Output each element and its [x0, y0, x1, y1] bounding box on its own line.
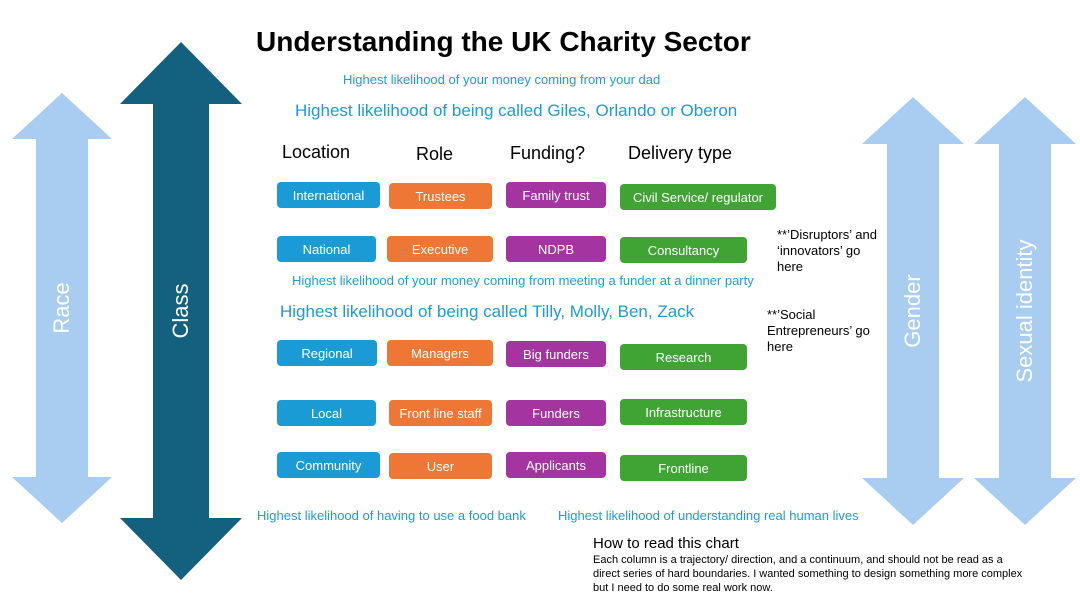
role-box-executive: Executive [387, 236, 493, 262]
role-box-managers: Managers [387, 340, 493, 366]
race-arrow-label: Race [49, 282, 74, 334]
delivery-box-research: Research [620, 344, 747, 370]
note-tilly: Highest likelihood of being called Tilly… [280, 302, 695, 321]
sexual-identity-arrow [974, 97, 1076, 525]
note-money-from-dad: Highest likelihood of your money coming … [343, 72, 661, 87]
funding-box-family-trust: Family trust [506, 182, 606, 208]
column-header-role: Role [416, 144, 454, 164]
side-note-social-entrepreneurs: **’Social Entrepreneurs’ go here [767, 307, 870, 354]
side-note-disruptors: **’Disruptors’ and ‘innovators’ go here [777, 227, 877, 274]
gender-arrow [862, 97, 964, 525]
note-food-bank: Highest likelihood of having to use a fo… [257, 508, 526, 523]
role-box-front-line-staff: Front line staff [389, 400, 492, 426]
race-arrow [12, 93, 112, 523]
funding-box-applicants: Applicants [506, 452, 606, 478]
column-header-funding: Funding? [510, 143, 586, 163]
funding-box-ndpb: NDPB [506, 236, 606, 262]
chart-title: Understanding the UK Charity Sector [256, 26, 751, 57]
role-box-user: User [389, 453, 492, 479]
location-box-community: Community [277, 452, 380, 478]
column-header-location: Location [282, 142, 351, 162]
note-dinner-party: Highest likelihood of your money coming … [292, 273, 754, 288]
funding-box-big-funders: Big funders [506, 341, 606, 367]
location-box-international: International [277, 182, 380, 208]
sexual-identity-arrow-label: Sexual identity [1012, 239, 1037, 383]
how-to-body: Each column is a trajectory/ direction, … [593, 554, 1023, 594]
column-header-delivery: Delivery type [628, 143, 733, 163]
gender-arrow-label: Gender [900, 274, 925, 348]
delivery-box-consultancy: Consultancy [620, 237, 747, 263]
note-giles: Highest likelihood of being called Giles… [295, 101, 738, 120]
location-box-national: National [277, 236, 376, 262]
role-box-trustees: Trustees [389, 183, 492, 209]
funding-box-funders: Funders [506, 400, 606, 426]
delivery-box-civil-service: Civil Service/ regulator [620, 184, 776, 210]
location-box-regional: Regional [277, 340, 377, 366]
class-arrow [120, 42, 242, 580]
delivery-box-infrastructure: Infrastructure [620, 399, 747, 425]
note-human-lives: Highest likelihood of understanding real… [558, 508, 859, 523]
how-to-title: How to read this chart [593, 535, 739, 552]
delivery-box-frontline: Frontline [620, 455, 747, 481]
class-arrow-label: Class [168, 283, 193, 339]
location-box-local: Local [277, 400, 376, 426]
